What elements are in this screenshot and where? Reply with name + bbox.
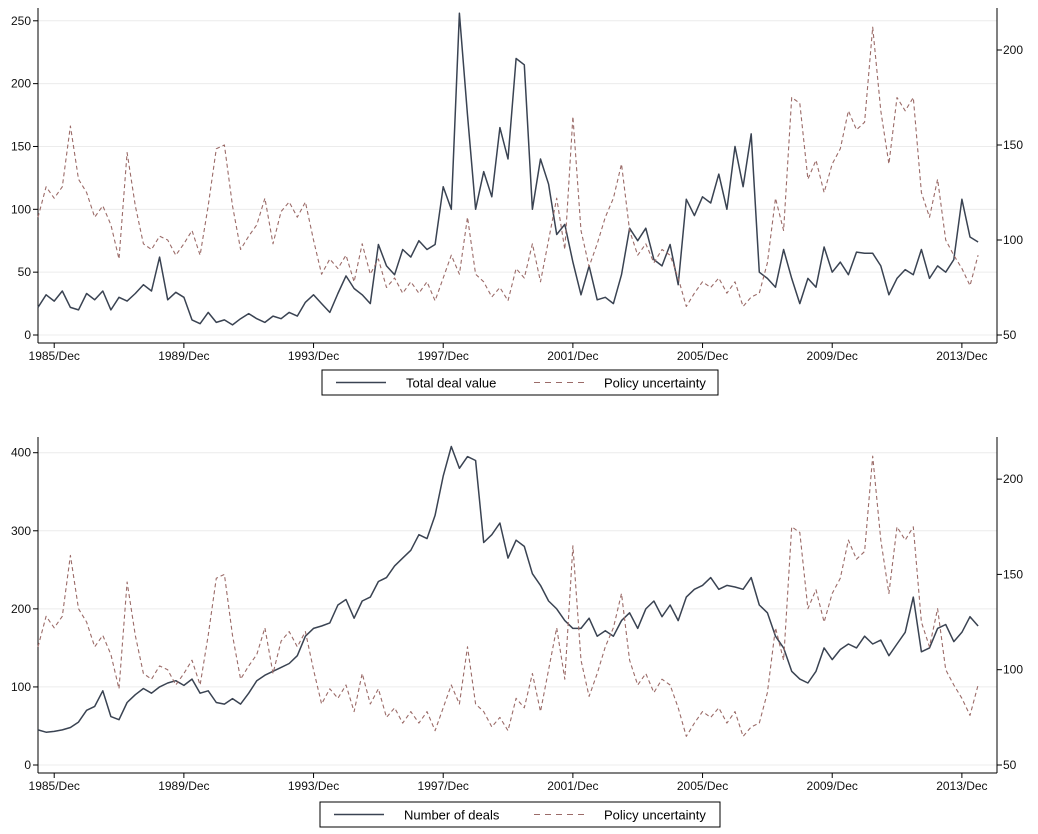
chart-legend: Total deal value Policy uncertainty	[321, 369, 719, 396]
y-left-tick-label: 0	[24, 758, 31, 772]
y-left-tick-label: 200	[11, 77, 31, 91]
x-tick-label: 2005/Dec	[677, 349, 728, 363]
y-left-tick-label: 400	[11, 446, 31, 460]
y-right-tick-label: 150	[1003, 138, 1023, 152]
x-tick-label: 1993/Dec	[288, 349, 339, 363]
y-right-tick-label: 100	[1003, 233, 1023, 247]
x-tick-label: 1985/Dec	[29, 779, 80, 793]
legend-label: Policy uncertainty	[604, 808, 706, 823]
y-right-tick-label: 200	[1003, 472, 1023, 486]
legend-box	[321, 369, 719, 396]
legend-label: Total deal value	[406, 376, 496, 391]
y-right-tick-label: 50	[1003, 758, 1017, 772]
y-left-tick-label: 150	[11, 139, 31, 153]
series-line-primary	[37, 445, 979, 733]
y-left-tick-label: 100	[11, 202, 31, 216]
series-line-primary	[37, 12, 979, 326]
y-right-tick-label: 100	[1003, 663, 1023, 677]
y-right-tick-label: 50	[1003, 328, 1017, 342]
x-tick-label: 2013/Dec	[936, 349, 987, 363]
x-tick-label: 2009/Dec	[807, 349, 858, 363]
y-left-tick-label: 200	[11, 602, 31, 616]
chart-panel-number-of-deals: 0 100 200 300 400 50 100 150 200 1985/Dec 1989/Dec…	[11, 437, 1023, 828]
x-tick-label: 1993/Dec	[288, 779, 339, 793]
x-tick-label: 2009/Dec	[807, 779, 858, 793]
x-tick-label: 1989/Dec	[158, 349, 209, 363]
y-right-tick-label: 200	[1003, 43, 1023, 57]
y-left-tick-label: 50	[18, 265, 32, 279]
legend-label: Number of deals	[404, 808, 500, 823]
y-right-tick-label: 150	[1003, 567, 1023, 581]
x-tick-label: 1985/Dec	[29, 349, 80, 363]
y-left-tick-label: 300	[11, 524, 31, 538]
x-tick-label: 2001/Dec	[547, 349, 598, 363]
y-left-tick-label: 250	[11, 14, 31, 28]
chart-legend: Number of deals Policy uncertainty	[319, 801, 721, 828]
x-tick-label: 1989/Dec	[158, 779, 209, 793]
y-left-tick-label: 100	[11, 680, 31, 694]
x-tick-label: 2013/Dec	[936, 779, 987, 793]
series-line-policy-uncertainty	[37, 26, 979, 308]
legend-label: Policy uncertainty	[604, 376, 706, 391]
y-left-tick-label: 0	[24, 328, 31, 342]
x-tick-label: 2005/Dec	[677, 779, 728, 793]
x-tick-label: 2001/Dec	[547, 779, 598, 793]
series-line-policy-uncertainty	[37, 455, 979, 737]
chart-panel-deal-value: 0 50 100 150 200 250 50 100 150 200 1985/Dec 1989/D…	[11, 8, 1023, 396]
x-tick-label: 1997/Dec	[418, 779, 469, 793]
x-tick-label: 1997/Dec	[418, 349, 469, 363]
legend-box	[319, 801, 721, 828]
